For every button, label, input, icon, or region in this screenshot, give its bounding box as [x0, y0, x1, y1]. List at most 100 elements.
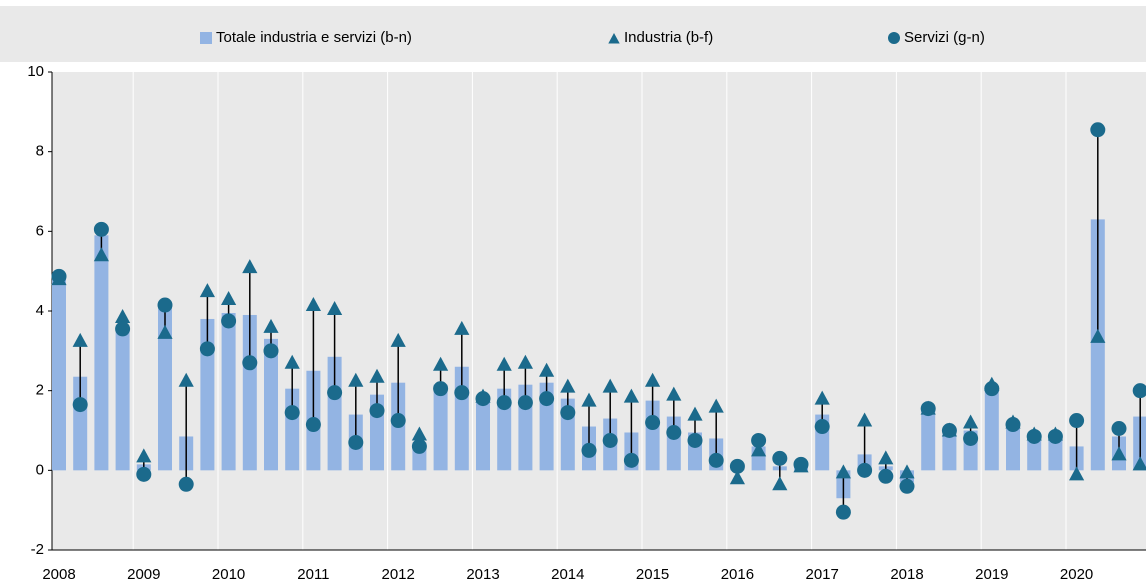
circle-marker	[115, 321, 131, 337]
legend-swatch	[888, 32, 900, 44]
triangle-marker	[687, 406, 703, 421]
triangle-marker	[327, 301, 343, 316]
triangle-marker	[623, 388, 639, 403]
triangle-marker	[433, 356, 449, 371]
circle-marker	[390, 413, 406, 429]
circle-marker	[284, 405, 300, 421]
circle-marker	[93, 221, 109, 237]
triangle-marker	[496, 356, 512, 371]
bar	[942, 430, 957, 471]
x-tick-label: 2013	[466, 566, 499, 583]
circle-marker	[1005, 417, 1021, 433]
triangle-marker	[1111, 446, 1127, 461]
y-tick-label: 6	[36, 222, 44, 239]
triangle-marker	[602, 378, 618, 393]
x-tick-label: 2015	[636, 566, 669, 583]
circle-marker	[857, 462, 873, 478]
legend-label: Industria (b-f)	[624, 29, 713, 46]
circle-marker	[263, 343, 279, 359]
triangle-marker	[899, 464, 915, 479]
y-tick-label: 8	[36, 143, 44, 160]
triangle-marker	[93, 247, 109, 262]
x-tick-label: 2010	[212, 566, 245, 583]
triangle-marker	[539, 362, 555, 377]
circle-marker	[517, 395, 533, 411]
y-tick-label: -2	[31, 541, 44, 558]
x-tick-label: 2008	[42, 566, 75, 583]
triangle-marker	[708, 398, 724, 413]
circle-marker	[327, 385, 343, 401]
circle-marker	[878, 468, 894, 484]
bar	[52, 279, 66, 471]
bar	[433, 384, 448, 471]
x-tick-label: 2011	[297, 566, 329, 583]
triangle-marker	[814, 390, 830, 405]
circle-marker	[1132, 383, 1146, 399]
x-tick-label: 2020	[1060, 566, 1093, 583]
circle-marker	[835, 504, 851, 520]
triangle-marker	[1132, 456, 1146, 471]
circle-marker	[793, 456, 809, 472]
circle-marker	[920, 401, 936, 417]
bar	[158, 307, 172, 471]
triangle-marker	[963, 414, 979, 429]
circle-marker	[199, 341, 215, 357]
circle-marker	[178, 476, 194, 492]
legend-swatch	[200, 32, 212, 44]
legend-background	[0, 6, 1146, 62]
bar	[94, 235, 109, 471]
triangle-marker	[411, 426, 427, 441]
circle-marker	[433, 381, 449, 397]
circle-marker	[602, 432, 618, 448]
circle-marker	[814, 419, 830, 435]
circle-marker	[496, 395, 512, 411]
circle-marker	[1026, 428, 1042, 444]
circle-marker	[157, 297, 173, 313]
bar	[921, 410, 936, 471]
triangle-marker	[242, 259, 258, 274]
circle-marker	[369, 403, 385, 419]
x-tick-label: 2009	[127, 566, 160, 583]
y-tick-label: 2	[36, 382, 44, 399]
triangle-marker	[772, 476, 788, 491]
circle-marker	[305, 417, 321, 433]
bar	[984, 388, 999, 471]
triangle-marker	[390, 332, 406, 347]
triangle-marker	[857, 412, 873, 427]
y-tick-label: 4	[36, 302, 44, 319]
plot-background	[52, 72, 1146, 550]
bar	[327, 356, 342, 471]
legend-swatch	[608, 33, 620, 44]
circle-marker	[136, 466, 152, 482]
bar	[1048, 436, 1063, 471]
circle-marker	[560, 405, 576, 421]
triangle-marker	[560, 378, 576, 393]
triangle-marker	[454, 320, 470, 335]
x-tick-label: 2014	[551, 566, 584, 583]
circle-marker	[687, 432, 703, 448]
triangle-marker	[199, 283, 215, 298]
bar	[221, 312, 236, 471]
bar	[242, 314, 257, 471]
legend-label: Totale industria e servizi (b-n)	[216, 29, 412, 46]
circle-marker	[708, 452, 724, 468]
y-tick-label: 0	[36, 461, 44, 478]
y-tick-label: 10	[27, 63, 44, 80]
triangle-marker	[729, 470, 745, 485]
triangle-marker	[115, 308, 131, 323]
bar	[1090, 219, 1105, 471]
triangle-marker	[305, 297, 321, 312]
circle-marker	[1069, 413, 1085, 429]
triangle-marker	[1090, 328, 1106, 343]
triangle-marker	[263, 318, 279, 333]
circle-marker	[963, 430, 979, 446]
circle-marker	[645, 415, 661, 431]
circle-marker	[581, 442, 597, 458]
triangle-marker	[284, 354, 300, 369]
circle-marker	[348, 434, 364, 450]
bar	[1006, 424, 1020, 471]
triangle-marker	[1069, 466, 1085, 481]
circle-marker	[941, 423, 957, 438]
circle-marker	[411, 438, 427, 454]
circle-marker	[1090, 122, 1106, 138]
